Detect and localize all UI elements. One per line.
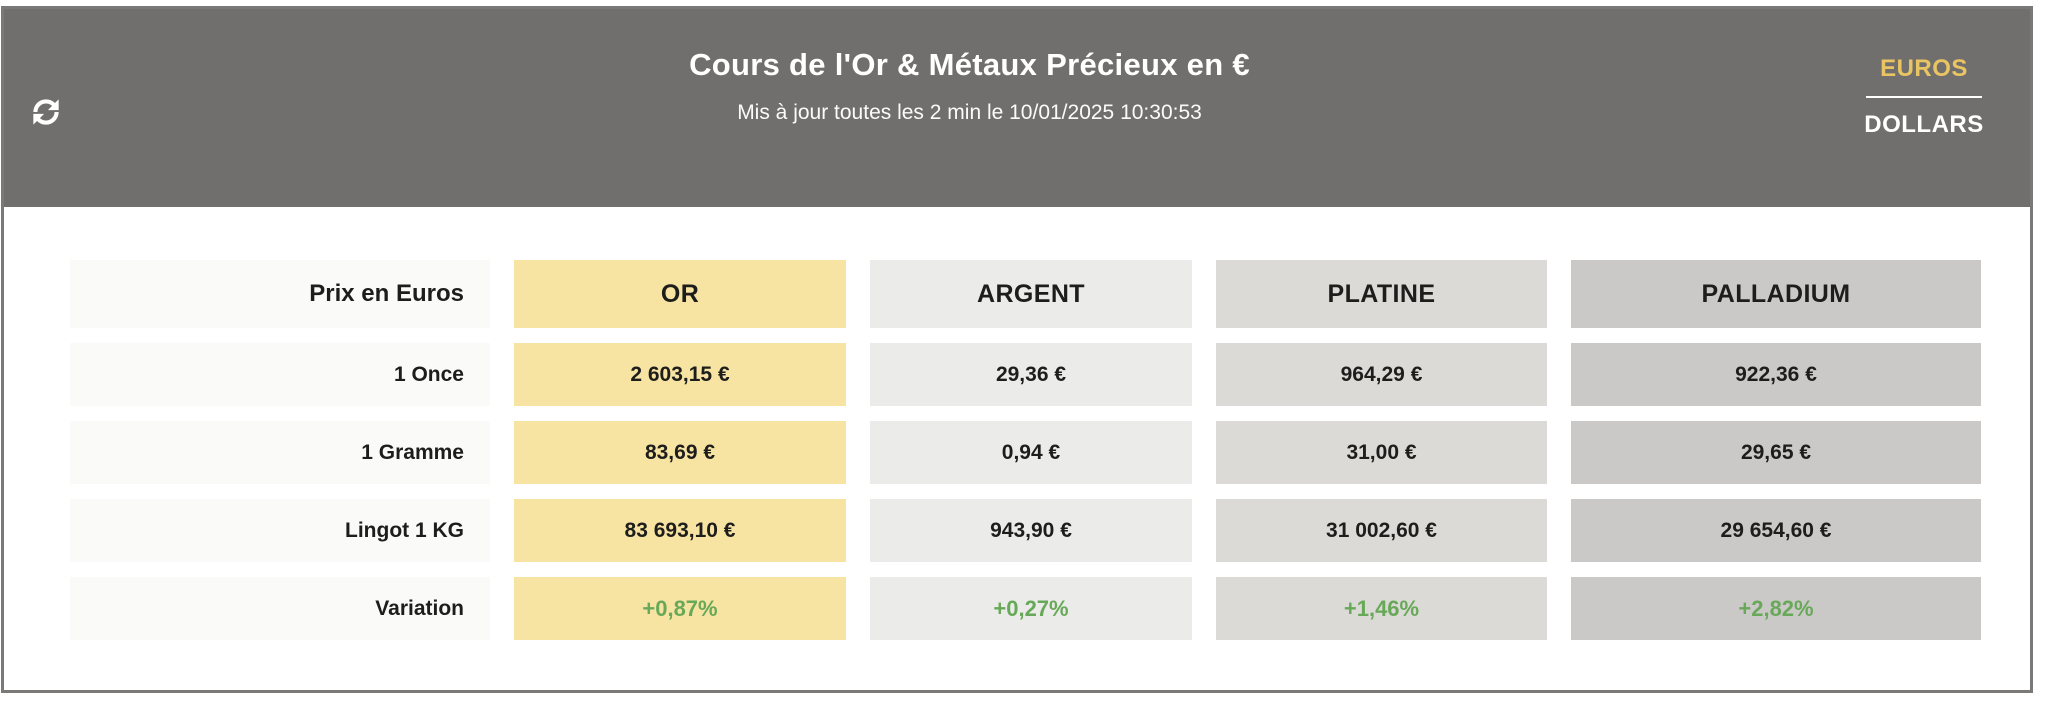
header: Cours de l'Or & Métaux Précieux en € Mis…: [4, 9, 2030, 207]
price-cell-argent-lingot: 943,90 €: [870, 499, 1192, 562]
currency-option-dollars[interactable]: DOLLARS: [1864, 111, 1984, 138]
price-cell-argent-once: 29,36 €: [870, 343, 1192, 406]
currency-option-euros[interactable]: EUROS: [1880, 55, 1968, 82]
header-titles: Cours de l'Or & Métaux Précieux en € Mis…: [4, 9, 2030, 125]
row-label-once: 1 Once: [70, 343, 490, 406]
column-header-palladium: PALLADIUM: [1571, 260, 1981, 328]
price-cell-or-once: 2 603,15 €: [514, 343, 846, 406]
price-cell-platine-gramme: 31,00 €: [1216, 421, 1547, 484]
refresh-icon: [33, 99, 59, 125]
variation-cell-platine: +1,46%: [1216, 577, 1547, 640]
page-title: Cours de l'Or & Métaux Précieux en €: [689, 47, 1250, 82]
column-header-argent: ARGENT: [870, 260, 1192, 328]
table-corner-label: Prix en Euros: [70, 260, 490, 328]
refresh-button[interactable]: [26, 93, 66, 133]
price-cell-platine-lingot: 31 002,60 €: [1216, 499, 1547, 562]
price-cell-palladium-once: 922,36 €: [1571, 343, 1981, 406]
price-cell-platine-once: 964,29 €: [1216, 343, 1547, 406]
row-label-variation: Variation: [70, 577, 490, 640]
price-cell-or-gramme: 83,69 €: [514, 421, 846, 484]
price-cell-argent-gramme: 0,94 €: [870, 421, 1192, 484]
variation-cell-argent: +0,27%: [870, 577, 1192, 640]
row-label-gramme: 1 Gramme: [70, 421, 490, 484]
price-cell-palladium-lingot: 29 654,60 €: [1571, 499, 1981, 562]
price-table: Prix en Euros OR ARGENT PLATINE PALLADIU…: [70, 260, 2030, 640]
column-header-platine: PLATINE: [1216, 260, 1547, 328]
price-cell-or-lingot: 83 693,10 €: [514, 499, 846, 562]
currency-toggle: EUROS DOLLARS: [1856, 55, 1992, 139]
variation-cell-or: +0,87%: [514, 577, 846, 640]
gold-price-widget: Cours de l'Or & Métaux Précieux en € Mis…: [1, 6, 2033, 693]
widget-body: Prix en Euros OR ARGENT PLATINE PALLADIU…: [4, 207, 2030, 640]
price-cell-palladium-gramme: 29,65 €: [1571, 421, 1981, 484]
currency-divider: [1866, 96, 1982, 98]
row-label-lingot: Lingot 1 KG: [70, 499, 490, 562]
column-header-or: OR: [514, 260, 846, 328]
last-updated-text: Mis à jour toutes les 2 min le 10/01/202…: [737, 101, 1202, 124]
variation-cell-palladium: +2,82%: [1571, 577, 1981, 640]
